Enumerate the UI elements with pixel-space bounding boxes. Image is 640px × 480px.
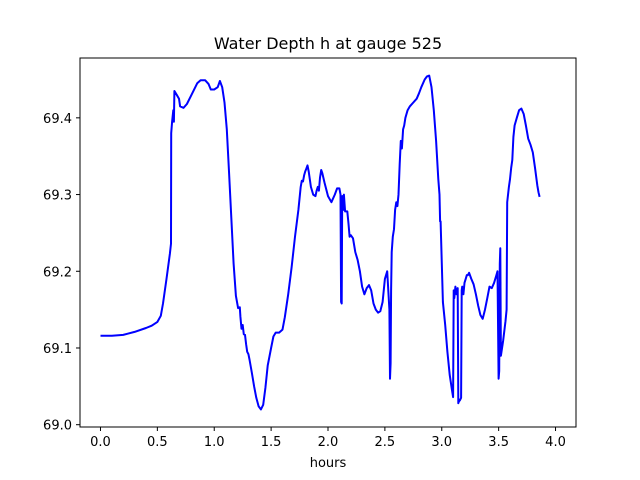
- plot-area-frame: [79, 57, 577, 428]
- x-axis: 0.0 0.5 1.0 1.5 2.0 2.5 3.0 3.5 4.0: [90, 427, 566, 450]
- x-tick-label: 1.0: [204, 435, 225, 450]
- x-tick-label: 2.5: [375, 435, 396, 450]
- y-tick-label: 69.3: [43, 189, 72, 204]
- y-tick-label: 69.2: [43, 265, 72, 280]
- x-tick-label: 2.0: [318, 435, 339, 450]
- x-tick-label: 3.0: [431, 435, 452, 450]
- x-tick-label: 3.5: [488, 435, 509, 450]
- y-tick-label: 69.1: [43, 342, 72, 357]
- y-tick-label: 69.4: [43, 112, 72, 127]
- x-tick-label: 4.0: [545, 435, 566, 450]
- y-tick-label: 69.0: [43, 419, 72, 434]
- x-tick-label: 0.0: [90, 435, 111, 450]
- x-tick-label: 0.5: [147, 435, 168, 450]
- y-axis: 69.0 69.1 69.2 69.3 69.4: [43, 112, 80, 434]
- depth-series-line: [100, 74, 541, 411]
- x-axis-title: hours: [310, 456, 347, 471]
- x-tick-label: 1.5: [261, 435, 282, 450]
- chart-title: Water Depth h at gauge 525: [214, 34, 442, 53]
